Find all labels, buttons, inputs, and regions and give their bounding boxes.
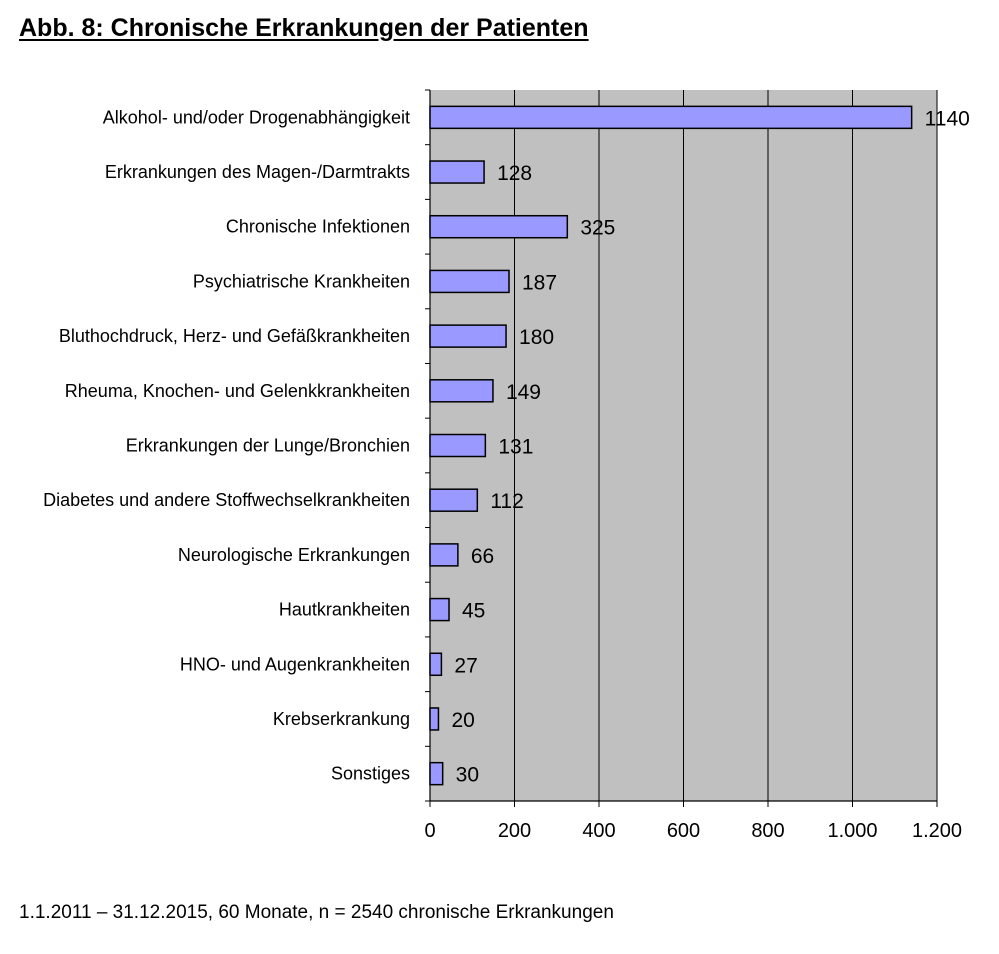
- bar: [429, 707, 440, 731]
- axes: 0 200 400 600 800 1.000 1.200: [424, 89, 962, 842]
- chart-title: Abb. 8: Chronische Erkrankungen der Pati…: [19, 14, 589, 42]
- data-label: 131: [498, 436, 533, 459]
- bar: [429, 269, 510, 294]
- category-label: Bluthochdruck, Herz- und Gefäßkrankheite…: [59, 326, 410, 346]
- data-label: 20: [451, 709, 474, 732]
- category-label: Krebserkrankung: [273, 709, 410, 729]
- labels: Alkohol- und/oder Drogenabhängigkeit 1140…: [43, 107, 970, 786]
- bar: [429, 214, 569, 239]
- data-label: 187: [522, 271, 557, 294]
- bar: [429, 105, 913, 130]
- data-label: 112: [490, 490, 523, 513]
- footnote: 1.1.2011 – 31.12.2015, 60 Monate, n = 25…: [19, 902, 614, 923]
- category-label: Neurologische Erkrankungen: [178, 545, 410, 565]
- data-label: 180: [519, 326, 554, 349]
- data-label: 128: [497, 162, 532, 185]
- category-label: Diabetes und andere Stoffwechselkrankhei…: [43, 490, 410, 510]
- bar: [429, 379, 494, 403]
- category-label: Sonstiges: [331, 764, 410, 784]
- bar: [429, 324, 507, 348]
- bar: [429, 761, 444, 786]
- category-label: Erkrankungen des Magen-/Darmtrakts: [105, 162, 410, 182]
- category-label: HNO- und Augenkrankheiten: [180, 654, 410, 674]
- bar: [429, 543, 459, 567]
- bar: [429, 160, 485, 184]
- data-label: 66: [471, 545, 494, 568]
- data-label: 149: [506, 381, 541, 404]
- x-tick-label: 800: [751, 820, 784, 842]
- data-label: 27: [454, 654, 477, 677]
- category-label: Psychiatrische Krankheiten: [193, 271, 410, 291]
- data-label: 30: [456, 764, 479, 787]
- bar: [429, 433, 487, 458]
- x-tick-label: 200: [498, 820, 531, 842]
- category-label: Rheuma, Knochen- und Gelenkkrankheiten: [65, 381, 410, 401]
- x-tick-label: 600: [667, 820, 700, 842]
- data-label: 1140: [925, 107, 970, 130]
- category-label: Chronische Infektionen: [226, 217, 410, 237]
- x-tick-label: 1.000: [827, 820, 877, 842]
- x-tick-label: 400: [582, 820, 615, 842]
- grid-lines: [514, 90, 938, 801]
- data-label: 45: [462, 600, 485, 623]
- bar: [429, 652, 443, 677]
- category-label: Hautkrankheiten: [279, 600, 410, 620]
- bars: [429, 105, 913, 786]
- bar: [429, 488, 479, 512]
- data-label: 325: [580, 217, 615, 240]
- category-label: Erkrankungen der Lunge/Bronchien: [126, 436, 410, 456]
- bar: [429, 597, 450, 622]
- x-tick-label: 0: [424, 820, 435, 842]
- category-label: Alkohol- und/oder Drogenabhängigkeit: [103, 107, 410, 127]
- x-tick-label: 1.200: [912, 820, 962, 842]
